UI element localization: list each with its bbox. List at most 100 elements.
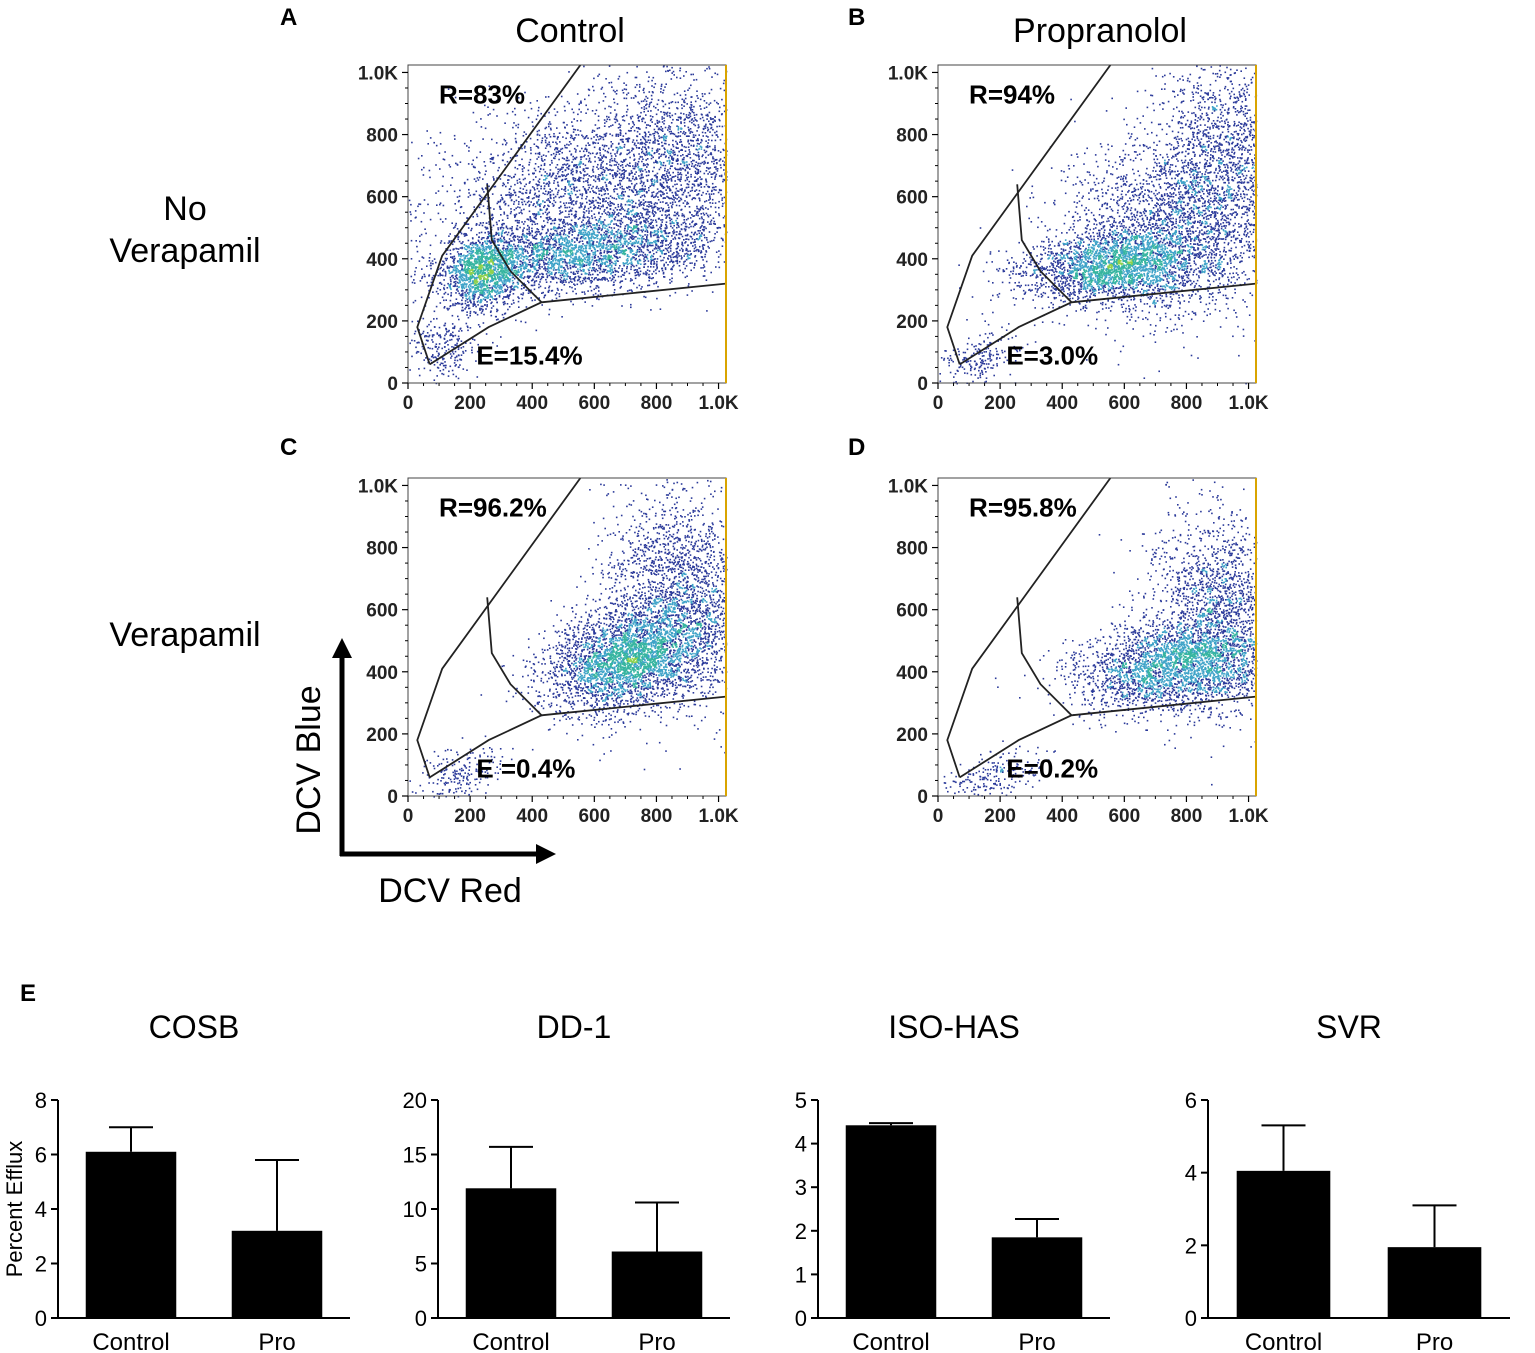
scatter-point	[504, 266, 507, 268]
scatter-point	[680, 198, 683, 201]
scatter-point	[684, 234, 687, 237]
scatter-point	[430, 262, 432, 264]
scatter-point	[604, 192, 607, 195]
scatter-point	[644, 263, 647, 265]
scatter-point	[542, 252, 545, 255]
scatter-point	[633, 214, 635, 217]
scatter-point	[500, 240, 502, 243]
scatter-point	[486, 280, 488, 283]
scatter-point	[632, 253, 634, 255]
scatter-point	[593, 237, 595, 240]
scatter-point	[593, 89, 595, 92]
scatter-point	[442, 264, 444, 266]
scatter-point	[661, 269, 664, 272]
scatter-point	[622, 193, 625, 196]
scatter-point	[488, 223, 491, 225]
scatter-point	[453, 264, 455, 267]
scatter-point	[656, 139, 659, 142]
scatter-point	[478, 284, 481, 286]
scatter-point	[677, 190, 680, 192]
scatter-point	[572, 131, 575, 133]
scatter-point	[422, 257, 425, 259]
scatter-point	[642, 272, 645, 275]
scatter-point	[502, 284, 505, 287]
scatter-point	[460, 263, 463, 266]
scatter-point	[650, 153, 652, 156]
scatter-point	[596, 231, 599, 233]
scatter-point	[579, 266, 581, 269]
scatter-point	[463, 212, 465, 214]
scatter-point	[614, 279, 617, 282]
scatter-point	[605, 256, 607, 258]
scatter-point	[486, 284, 489, 287]
scatter-point	[665, 227, 667, 230]
scatter-point	[621, 236, 624, 239]
scatter-point	[531, 186, 534, 188]
scatter-point	[631, 244, 633, 247]
scatter-point	[503, 303, 505, 306]
scatter-point	[490, 257, 492, 259]
scatter-point	[532, 248, 535, 251]
scatter-point	[607, 256, 609, 258]
scatter-point	[578, 258, 580, 261]
scatter-point	[541, 259, 543, 261]
scatter-point	[623, 194, 625, 197]
scatter-point	[529, 291, 531, 294]
scatter-point	[593, 288, 595, 291]
scatter-point	[458, 276, 461, 279]
scatter-point	[648, 273, 650, 276]
scatter-point	[476, 273, 479, 276]
scatter-point	[466, 314, 468, 316]
scatter-point	[522, 277, 525, 280]
scatter-point	[657, 231, 659, 234]
scatter-point	[699, 235, 701, 237]
scatter-point	[649, 241, 651, 244]
scatter-point	[560, 212, 562, 214]
scatter-point	[487, 290, 489, 292]
scatter-point	[468, 296, 471, 298]
scatter-point	[562, 254, 565, 256]
scatter-point	[468, 268, 471, 270]
scatter-point	[432, 284, 434, 286]
scatter-point	[542, 273, 544, 276]
scatter-point	[533, 258, 536, 261]
scatter-point	[611, 275, 614, 277]
scatter-point	[539, 265, 541, 268]
scatter-point	[602, 242, 605, 244]
scatter-point	[498, 232, 500, 234]
scatter-point	[459, 272, 461, 275]
scatter-point	[624, 227, 626, 230]
scatter-point	[533, 253, 535, 255]
scatter-point	[643, 194, 645, 196]
scatter-point	[471, 295, 474, 297]
scatter-point	[574, 260, 577, 263]
scatter-point	[618, 212, 620, 214]
scatter-point	[474, 260, 477, 263]
scatter-point	[480, 203, 482, 206]
scatter-point	[479, 249, 481, 251]
scatter-point	[471, 251, 474, 254]
scatter-point	[583, 265, 586, 267]
scatter-point	[451, 222, 453, 224]
scatter-point	[531, 230, 533, 233]
scatter-point	[444, 257, 447, 260]
scatter-point	[704, 253, 707, 256]
scatter-point	[455, 265, 457, 268]
scatter-point	[428, 257, 431, 259]
scatter-point	[719, 164, 722, 166]
scatter-point	[655, 221, 658, 223]
scatter-point	[667, 235, 669, 238]
scatter-point	[626, 186, 628, 189]
scatter-point	[421, 168, 423, 171]
scatter-point	[676, 254, 678, 256]
scatter-point	[581, 193, 584, 195]
scatter-point	[569, 267, 572, 269]
scatter-point	[576, 239, 578, 242]
scatter-point	[548, 263, 550, 266]
scatter-point	[569, 196, 572, 199]
scatter-point	[482, 244, 484, 247]
scatter-point	[541, 276, 543, 278]
scatter-point	[467, 301, 469, 303]
scatter-point	[564, 225, 566, 228]
scatter-point	[591, 280, 593, 283]
